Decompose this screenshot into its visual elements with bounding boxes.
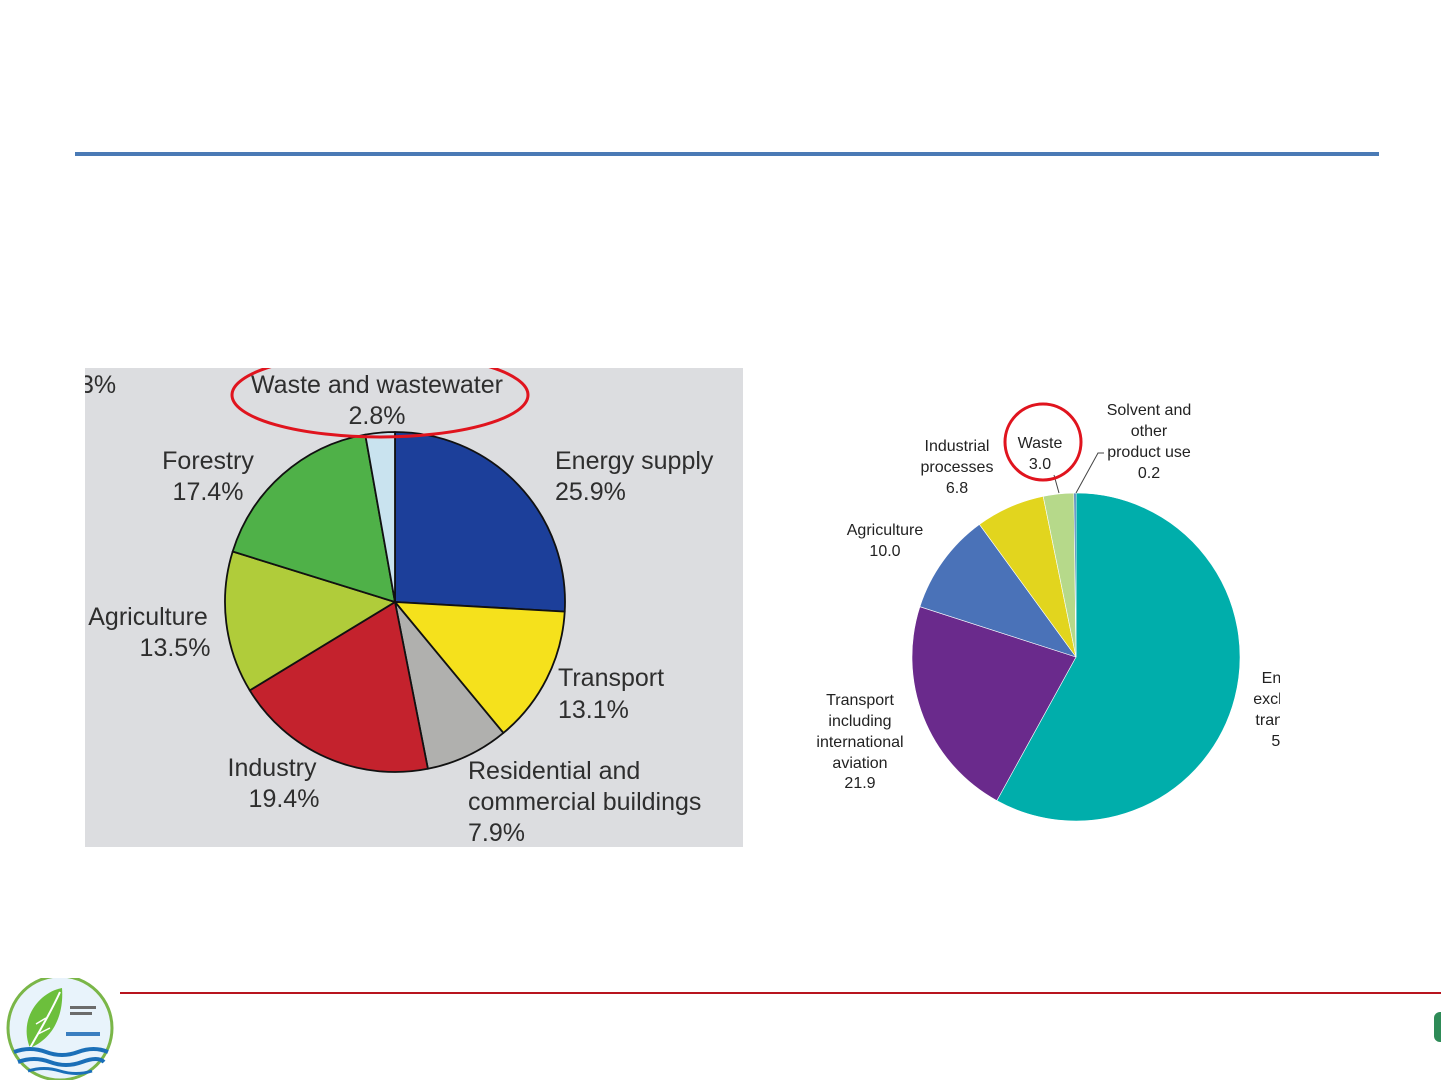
footer-divider xyxy=(120,992,1441,994)
edge-mark xyxy=(1434,1012,1441,1042)
pie-label-residential-line2: commercial buildings xyxy=(468,788,701,816)
pie-label-agriculture-right: Agriculture xyxy=(847,522,924,539)
highlight-circle-waste xyxy=(1003,402,1083,482)
pie-slice-forestry xyxy=(231,433,396,603)
pie-label-energy-line2: excluding xyxy=(1253,691,1280,708)
leader-line-solvent xyxy=(1075,452,1104,494)
pie-label-transport: Transport xyxy=(558,664,664,692)
organization-logo xyxy=(6,978,114,1080)
pie-value-solvent: 0.2 xyxy=(1138,465,1160,482)
pie-label-energy-supply: Energy supply xyxy=(555,447,714,475)
pie-value-waste-and-wastewater: 2.8% xyxy=(349,402,406,430)
cropped-percent-label: 3% xyxy=(85,371,116,399)
right-pie-chart: Solvent and other product use 0.2 Waste … xyxy=(816,402,1280,822)
pie-value-industry: 19.4% xyxy=(249,785,320,813)
pie-label-energy-line3: transport xyxy=(1255,712,1280,729)
title-divider xyxy=(75,152,1379,156)
pie-value-forestry: 17.4% xyxy=(173,478,244,506)
pie-slice-solvent-and-other-product-use xyxy=(1073,492,1077,658)
pie-slice-industry xyxy=(248,601,429,773)
pie-slice-transport xyxy=(394,601,566,734)
pie-label-waste: Waste xyxy=(1018,435,1063,452)
highlight-circle-waste-and-wastewater xyxy=(230,368,530,439)
pie-value-industrial: 6.8 xyxy=(946,480,968,497)
pie-slice-agriculture xyxy=(919,524,1077,658)
pie-label-transport-line4: aviation xyxy=(832,755,887,772)
pie-label-energy-line1: Energy xyxy=(1262,670,1280,687)
pie-slice-energy-excluding-transport xyxy=(996,492,1241,822)
pie-label-transport-line2: including xyxy=(828,713,891,730)
pie-value-agriculture-right: 10.0 xyxy=(869,543,900,560)
pie-value-transport-right: 21.9 xyxy=(844,775,875,792)
pie-label-agriculture: Agriculture xyxy=(88,603,208,631)
pie-value-waste: 3.0 xyxy=(1029,456,1051,473)
pie-label-industry: Industry xyxy=(228,754,317,782)
pie-value-transport: 13.1% xyxy=(558,696,629,724)
pie-value-agriculture: 13.5% xyxy=(140,634,211,662)
pie-value-residential: 7.9% xyxy=(468,819,525,847)
pie-label-industrial-line1: Industrial xyxy=(925,438,990,455)
pie-label-solvent-line3: product use xyxy=(1107,444,1191,461)
pie-label-transport-line1: Transport xyxy=(826,692,894,709)
left-pie-chart: 3% Waste and wastewater 2.8% Energy supp… xyxy=(85,368,743,847)
pie-slice-waste-and-wastewater xyxy=(364,431,396,603)
pie-label-transport-line3: international xyxy=(816,734,903,751)
pie-label-waste-and-wastewater: Waste and wastewater xyxy=(251,371,503,399)
pie-label-forestry: Forestry xyxy=(162,447,254,475)
pie-slice-agriculture xyxy=(224,550,396,692)
pie-label-solvent-line1: Solvent and xyxy=(1107,402,1192,419)
pie-value-energy-supply: 25.9% xyxy=(555,478,626,506)
pie-label-industrial-line2: processes xyxy=(921,459,994,476)
pie-label-residential-line1: Residential and xyxy=(468,757,640,785)
pie-label-solvent-line2: other xyxy=(1131,423,1168,440)
pie-value-energy: 57.9 xyxy=(1271,733,1280,750)
pie-slice-transport-including-international-aviation xyxy=(911,606,1077,801)
